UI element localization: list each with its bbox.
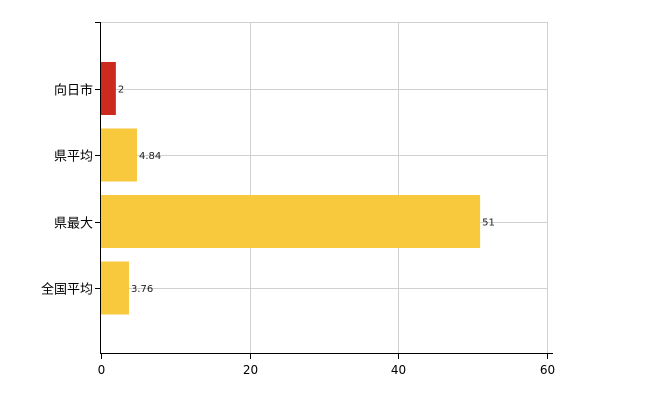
x-axis-tick-label: 0 <box>98 363 106 377</box>
bar-value-label: 4.84 <box>139 151 161 162</box>
bar-value-label: 3.76 <box>131 284 153 295</box>
x-axis-labels: 0 20 40 60 <box>98 363 555 377</box>
y-axis-category-label: 県平均 <box>54 150 93 165</box>
axes <box>95 22 553 359</box>
bar-3 <box>101 261 129 315</box>
x-axis-tick-label: 60 <box>540 363 555 377</box>
bar-2 <box>101 195 481 248</box>
bar-value-label: 2 <box>118 85 124 96</box>
bars <box>101 62 481 315</box>
x-axis-tick-label: 40 <box>391 363 406 377</box>
grid-lines <box>101 22 548 353</box>
y-axis-category-label: 全国平均 <box>41 282 93 298</box>
bar-1 <box>101 128 137 182</box>
y-axis-category-label: 向日市 <box>54 83 93 99</box>
bar-value-label: 51 <box>482 218 495 229</box>
bar-0 <box>101 62 116 115</box>
y-axis-category-label: 県最大 <box>54 217 93 232</box>
value-labels: 2 4.84 51 3.76 <box>118 85 495 296</box>
x-axis-tick-label: 20 <box>243 363 258 377</box>
